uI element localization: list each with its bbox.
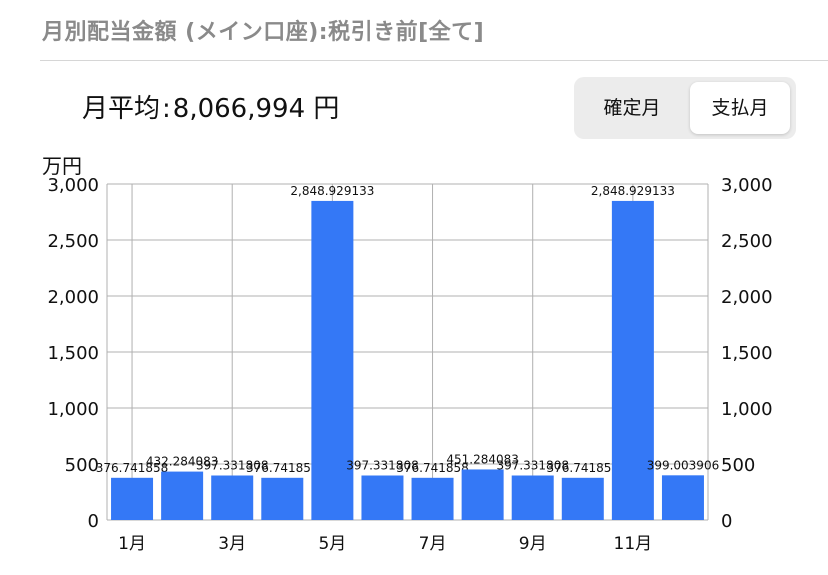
- bar: [411, 477, 454, 520]
- title-divider: [40, 60, 828, 61]
- y-axis-unit-label: 万円: [42, 154, 82, 178]
- bar-value-label: 397.331808: [196, 458, 269, 472]
- bar-value-label: 376.741858: [246, 461, 319, 475]
- bar-value-label: 399.003906: [647, 458, 720, 472]
- bar-value-label: 432.284083: [146, 455, 219, 469]
- x-tick-label: 5月: [318, 534, 346, 554]
- bar: [611, 200, 654, 521]
- bar: [211, 475, 254, 520]
- bar: [111, 477, 154, 520]
- y-tick-label-right: 2,000: [721, 287, 773, 308]
- bar-value-label: 376.741858: [96, 461, 169, 475]
- y-tick-label-right: 1,500: [721, 343, 773, 364]
- y-tick-label-right: 2,500: [721, 231, 773, 252]
- x-tick-label: 9月: [519, 534, 547, 554]
- bar: [361, 475, 404, 520]
- bar-value-label: 376.741858: [396, 461, 469, 475]
- y-tick-label-right: 1,000: [721, 399, 773, 420]
- bar: [161, 471, 204, 520]
- bar: [661, 475, 704, 520]
- y-tick-label-left: 2,000: [47, 287, 99, 308]
- bar: [461, 469, 504, 520]
- y-tick-label-left: 2,500: [47, 231, 99, 252]
- bar-value-label: 2,848.929133: [591, 184, 675, 198]
- average-value: 8,066,994: [172, 94, 306, 124]
- average-label: 月平均: [82, 94, 161, 124]
- average-unit: 円: [313, 94, 340, 124]
- page-title: 月別配当金額 (メイン口座):税引き前[全て]: [42, 20, 485, 45]
- y-tick-label-left: 1,000: [47, 399, 99, 420]
- y-tick-label-right: 3,000: [721, 175, 773, 196]
- bar-value-label: 2,848.929133: [290, 184, 374, 198]
- x-tick-label: 3月: [218, 534, 246, 554]
- average-separator: :: [162, 94, 171, 124]
- payment-month-button[interactable]: 支払月: [690, 82, 790, 134]
- y-tick-label-left: 1,500: [47, 343, 99, 364]
- y-tick-label-left: 0: [88, 511, 99, 532]
- y-tick-label-left: 500: [65, 455, 99, 476]
- monthly-average: 月平均:8,066,994 円: [82, 88, 339, 125]
- y-tick-label-right: 0: [721, 511, 732, 532]
- bar: [511, 475, 554, 520]
- x-tick-label: 11月: [614, 534, 653, 554]
- bar: [261, 477, 304, 520]
- x-tick-label: 7月: [419, 534, 447, 554]
- month-type-toggle[interactable]: 確定月 支払月: [574, 77, 796, 139]
- y-tick-label-left: 3,000: [47, 175, 99, 196]
- confirmed-month-button[interactable]: 確定月: [603, 97, 661, 119]
- y-tick-label-right: 500: [721, 455, 755, 476]
- bar: [561, 477, 604, 520]
- bar-value-label: 397.331808: [496, 458, 569, 472]
- bar: [311, 200, 354, 521]
- x-tick-label: 1月: [118, 534, 146, 554]
- bar-value-label: 376.741858: [547, 461, 620, 475]
- bar-value-label: 451.284083: [446, 452, 519, 466]
- bar-value-label: 397.331808: [346, 458, 419, 472]
